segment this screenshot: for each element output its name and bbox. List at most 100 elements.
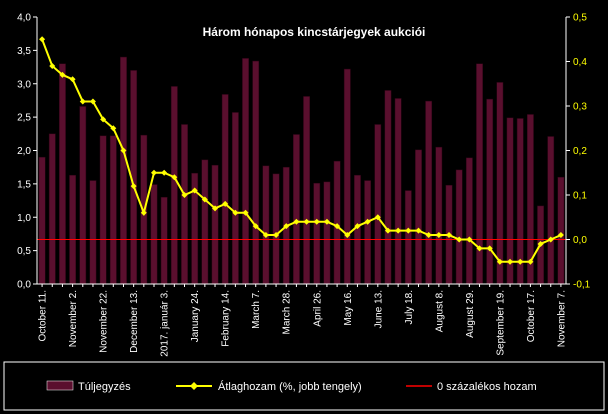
yield-point (293, 218, 300, 225)
bar (354, 174, 361, 285)
x-tick-label: August 29. (465, 290, 476, 338)
yield-point (323, 218, 330, 225)
right-tick-label: -0,1 (573, 280, 591, 291)
bar (89, 180, 97, 285)
x-tick-label: August 8. (434, 290, 445, 332)
yield-point (252, 223, 259, 230)
right-tick-label: 0,2 (573, 146, 587, 157)
yield-point (201, 196, 208, 203)
x-tick-label: November 2. (68, 290, 79, 347)
yield-point (161, 169, 168, 176)
bar (486, 98, 494, 285)
bar (99, 135, 107, 285)
bar (201, 159, 209, 285)
yield-point (446, 232, 453, 239)
left-tick-label: 1,0 (17, 213, 31, 224)
yield-point (242, 209, 249, 216)
right-tick-label: 0,0 (573, 235, 587, 246)
legend-label-zero: 0 százalékos hozam (437, 381, 537, 393)
yield-point (89, 98, 96, 105)
yield-point (415, 227, 422, 234)
yield-point (181, 192, 188, 198)
bar (79, 106, 87, 285)
bar (38, 156, 46, 285)
legend-label-atlaghozam: Átlaghozam (%, jobb tengely) (218, 380, 362, 393)
chart-title: Három hónapos kincstárjegyek aukciói (203, 25, 426, 39)
yield-point (171, 174, 178, 181)
yield-point (303, 218, 310, 225)
yield-point (49, 62, 56, 69)
x-tick-label: November 22. (99, 290, 110, 353)
yield-point (384, 227, 391, 234)
left-tick-label: 4,0 (17, 13, 31, 24)
yield-point (39, 36, 46, 43)
bar (59, 63, 66, 285)
x-tick-label: June 13. (373, 290, 384, 328)
bar (415, 149, 422, 285)
bar (211, 164, 219, 285)
left-tick-label: 2,5 (17, 113, 31, 124)
yield-point (59, 71, 66, 78)
bar (455, 169, 463, 285)
bar (293, 134, 300, 285)
bar (323, 181, 331, 285)
yield-point (191, 187, 198, 194)
bar (242, 58, 249, 285)
bar (231, 112, 239, 285)
bar (394, 98, 402, 285)
bar (303, 96, 310, 285)
bar (343, 68, 351, 285)
yield-point (476, 245, 483, 252)
bar (374, 124, 382, 285)
yield-point (354, 223, 361, 230)
bar (252, 60, 260, 285)
yield-point (425, 232, 432, 239)
left-tick-label: 2,0 (17, 146, 31, 157)
yield-line-path (41, 38, 562, 263)
left-tick-label: 0,5 (17, 246, 31, 257)
yield-point (334, 223, 341, 230)
yield-point (283, 223, 290, 230)
yield-point (110, 125, 117, 132)
yield-point (374, 214, 381, 221)
yield-point (313, 218, 320, 225)
bar (404, 190, 412, 285)
left-tick-label: 1,5 (17, 179, 31, 190)
bar (465, 157, 473, 285)
x-tick-label: March 28. (282, 290, 293, 334)
bar (262, 165, 270, 285)
yield-point (344, 232, 351, 239)
axes: 0,0 0,5 1,0 1,5 2,0 2,5 3,0 3,5 4,0 -0,1 0,0 0,1 0,2… (17, 13, 591, 357)
yield-point (466, 236, 473, 243)
yield-point (150, 169, 157, 176)
left-tick-label: 3,5 (17, 46, 31, 57)
bar (384, 90, 392, 285)
legend-line-marker (190, 382, 198, 390)
yield-point (232, 209, 239, 216)
left-tick-label: 0,0 (17, 280, 31, 291)
yield-point (364, 218, 371, 225)
bar (425, 100, 433, 285)
yield-line-series (39, 36, 564, 265)
legend-box (3, 361, 605, 411)
yield-point (486, 245, 493, 252)
yield-point (262, 232, 269, 239)
bar (557, 176, 565, 285)
left-tick-label: 3,0 (17, 79, 31, 90)
right-tick-label: 0,1 (573, 191, 587, 202)
bar (496, 82, 504, 285)
yield-point (79, 98, 86, 105)
bar (48, 133, 56, 285)
yield-point (527, 258, 534, 265)
x-tick-label: September 19. (495, 290, 506, 356)
bar (109, 135, 117, 285)
x-tick-label: July 18. (404, 290, 415, 324)
yield-point (140, 209, 147, 216)
x-tick-label: October 17. (526, 290, 537, 342)
yield-point (557, 232, 564, 239)
legend-label-tuljegyzes: Túljegyzés (78, 381, 131, 393)
yield-point (395, 227, 402, 234)
yield-point (120, 147, 127, 154)
